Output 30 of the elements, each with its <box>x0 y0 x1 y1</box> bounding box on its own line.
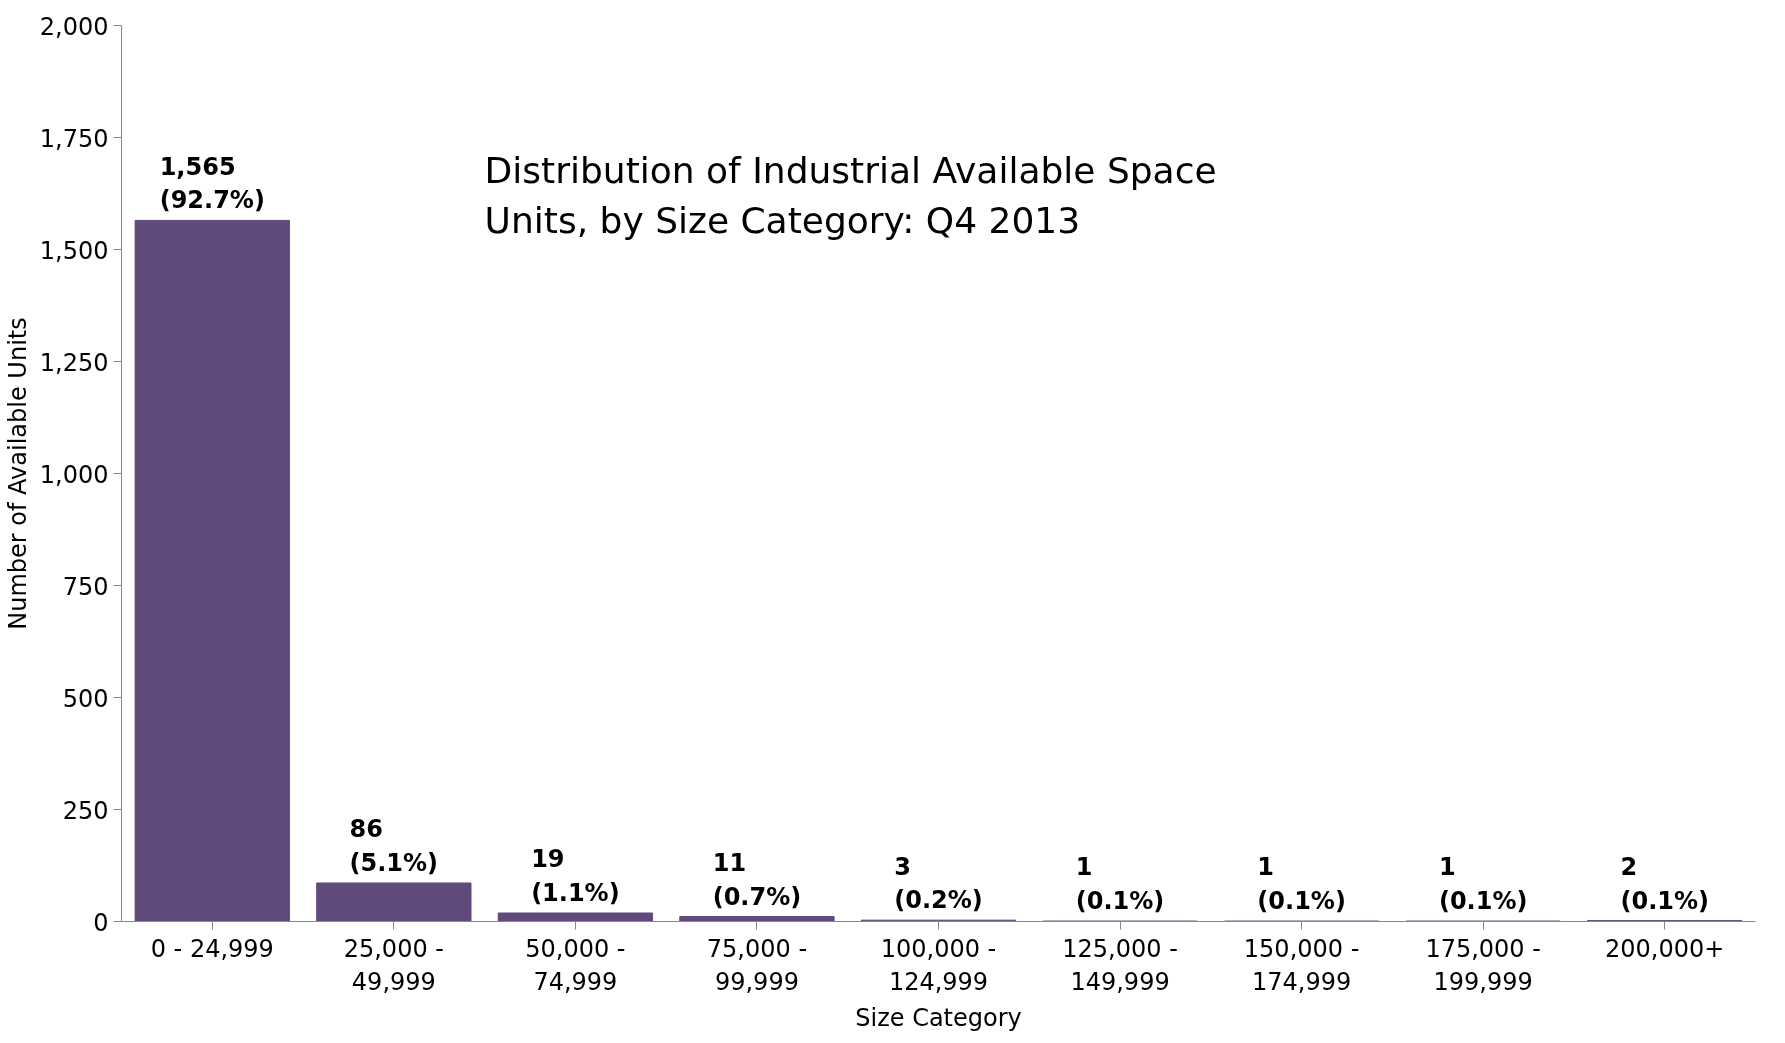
x-tick-label: 100,000 - 124,999 <box>880 934 997 997</box>
x-tick-label: 25,000 - 49,999 <box>343 934 444 997</box>
data-label: 86 (5.1%) <box>349 815 439 877</box>
data-label: 1 (0.1%) <box>1438 853 1528 916</box>
y-tick-label: 1,500 <box>39 236 109 265</box>
data-label: 11 (0.7%) <box>712 848 802 911</box>
x-tick-label: 175,000 - 199,999 <box>1425 934 1541 997</box>
x-tick-label: 50,000 - 74,999 <box>525 934 626 997</box>
y-tick-label: 500 <box>62 684 109 713</box>
y-tick-label: 1,000 <box>39 460 109 489</box>
y-tick-label: 2,000 <box>39 12 109 41</box>
data-label: 19 (1.1%) <box>531 845 620 907</box>
x-tick-label: 125,000 - 149,999 <box>1062 934 1178 997</box>
y-tick-label: 1,750 <box>39 124 109 153</box>
data-label: 3 (0.2%) <box>894 852 983 915</box>
x-tick-label: 0 - 24,999 <box>150 934 274 963</box>
y-tick-label: 1,250 <box>39 348 109 377</box>
data-label: 2 (0.1%) <box>1620 853 1709 915</box>
y-tick-label: 0 <box>93 908 109 937</box>
data-label: 1 (0.1%) <box>1257 853 1346 916</box>
x-tick-label: 200,000+ <box>1605 934 1725 963</box>
x-tick-label: 75,000 - 99,999 <box>706 934 808 997</box>
y-tick-label: 750 <box>62 572 109 601</box>
data-label: 1 (0.1%) <box>1075 853 1165 916</box>
x-axis-title: Size Category <box>855 1004 1022 1033</box>
y-axis-title: Number of Available Units <box>3 317 32 630</box>
text: Distribution of Industrial Available Space Units, by Size Category: Q4 2013 <box>484 150 1217 241</box>
y-tick-label: 250 <box>62 796 109 825</box>
data-label: 1,565 (92.7%) <box>159 152 265 215</box>
x-tick-label: 150,000 - 174,999 <box>1243 934 1360 997</box>
